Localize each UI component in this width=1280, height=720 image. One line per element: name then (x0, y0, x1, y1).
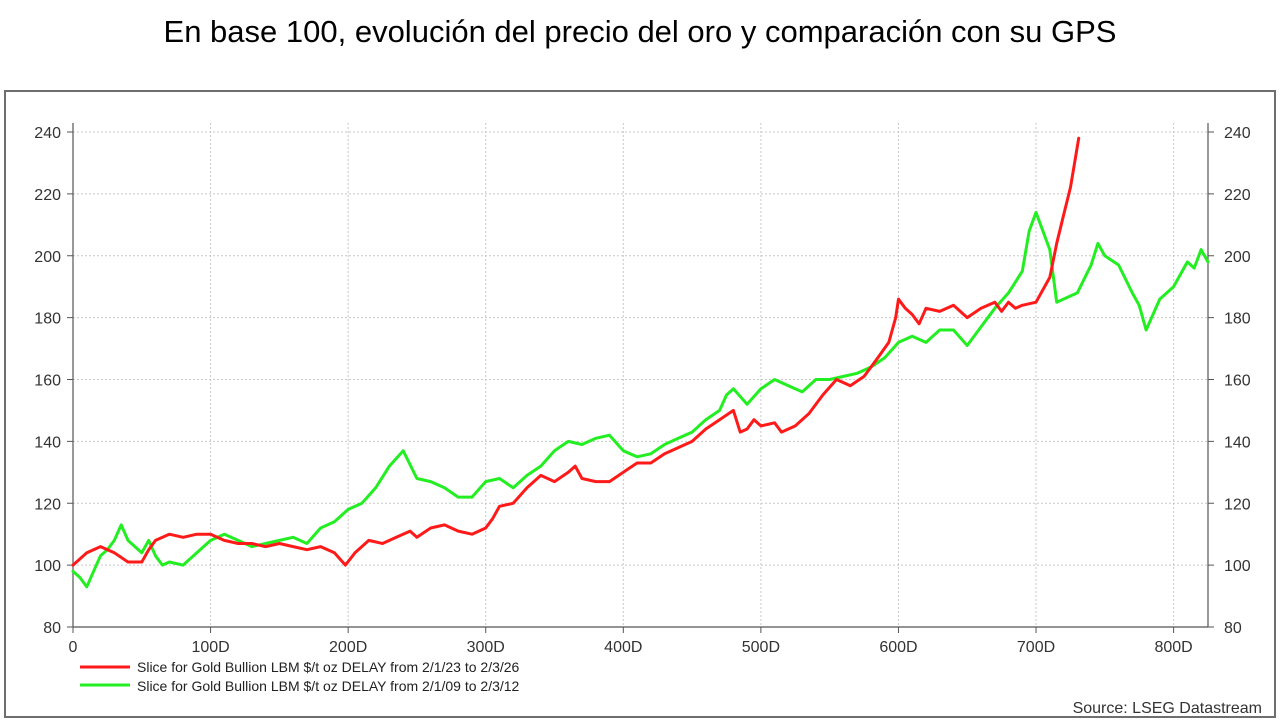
source-label: Source: LSEG Datastream (1073, 700, 1262, 717)
y-tick-label-left: 200 (34, 249, 61, 266)
y-tick-label-right: 100 (1224, 558, 1251, 575)
axes-layer: 80 80 100 100 120 120 140 140 160 160 180 180 200 200… (34, 123, 1251, 656)
y-tick-label-left: 240 (34, 125, 61, 142)
x-tick-label: 200D (329, 639, 367, 656)
y-tick-label-left: 180 (34, 311, 61, 328)
y-tick-label-right: 180 (1224, 311, 1251, 328)
chart-frame (4, 90, 1276, 718)
y-tick-label-left: 160 (34, 373, 61, 390)
y-tick-label-right: 220 (1224, 187, 1251, 204)
grid-layer (73, 123, 1208, 627)
x-tick-label: 400D (604, 639, 642, 656)
y-tick-label-left: 120 (34, 496, 61, 513)
series-line-2023-2026 (71, 136, 1081, 567)
x-tick-label: 500D (742, 639, 780, 656)
y-tick-label-right: 80 (1224, 620, 1242, 637)
legend-label-red: Slice for Gold Bullion LBM $/t oz DELAY … (137, 659, 520, 675)
x-tick-label: 300D (467, 639, 505, 656)
y-tick-label-right: 140 (1224, 434, 1251, 451)
y-tick-label-right: 200 (1224, 249, 1251, 266)
y-tick-label-right: 160 (1224, 373, 1251, 390)
legend: Slice for Gold Bullion LBM $/t oz DELAY … (80, 659, 520, 694)
x-tick-label: 600D (879, 639, 917, 656)
y-tick-label-left: 220 (34, 187, 61, 204)
chart-title: En base 100, evolución del precio del or… (163, 14, 1117, 49)
series-layer (71, 136, 1210, 589)
x-tick-label: 0 (69, 639, 78, 656)
y-tick-label-left: 140 (34, 434, 61, 451)
legend-label-green: Slice for Gold Bullion LBM $/t oz DELAY … (137, 678, 520, 694)
x-tick-label: 800D (1154, 639, 1192, 656)
x-tick-label: 700D (1017, 639, 1055, 656)
series-line-2009-2012 (71, 210, 1210, 589)
y-tick-label-left: 100 (34, 558, 61, 575)
y-tick-label-right: 120 (1224, 496, 1251, 513)
y-tick-label-right: 240 (1224, 125, 1251, 142)
y-tick-label-left: 80 (43, 620, 61, 637)
x-tick-label: 100D (191, 639, 229, 656)
